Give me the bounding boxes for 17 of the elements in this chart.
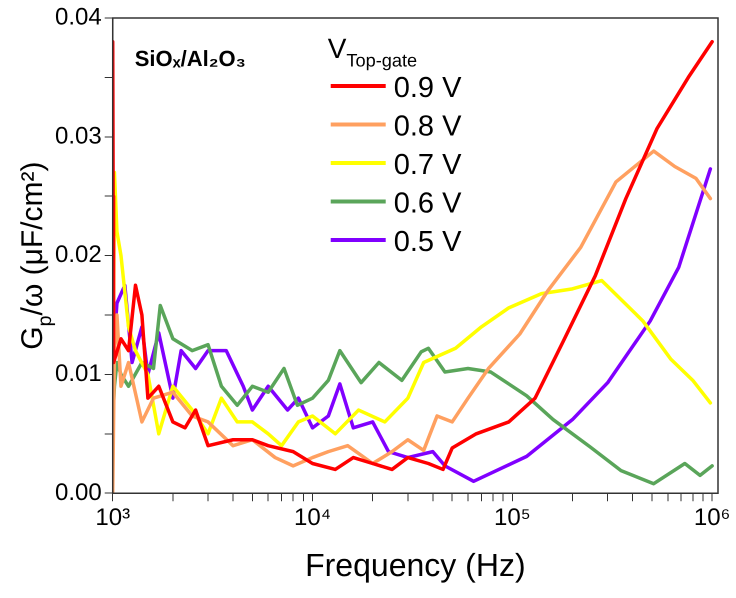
legend-label: 0.5 V	[394, 226, 462, 258]
y-tick-label: 0.04	[54, 4, 102, 31]
x-tick-label: 10⁵	[494, 504, 531, 532]
x-tick-label: 10⁴	[294, 504, 332, 532]
y-tick-label: 0.03	[54, 122, 102, 150]
y-tick-label: 0.01	[54, 360, 102, 388]
x-tick-label: 10³	[95, 504, 130, 532]
legend-label: 0.8 V	[394, 110, 462, 142]
x-tick-label: 10⁶	[694, 504, 730, 532]
legend-label: 0.6 V	[394, 188, 462, 220]
annotation: SiOₓ/Al₂O₃	[134, 46, 246, 71]
y-tick-label: 0.00	[54, 478, 102, 506]
y-tick-label: 0.02	[54, 241, 102, 268]
x-axis-title: Frequency (Hz)	[305, 547, 526, 583]
legend-label: 0.7 V	[394, 149, 462, 181]
y-axis-title: Gp/ω (μF/cm²)	[16, 162, 56, 350]
legend-label: 0.9 V	[394, 72, 462, 104]
